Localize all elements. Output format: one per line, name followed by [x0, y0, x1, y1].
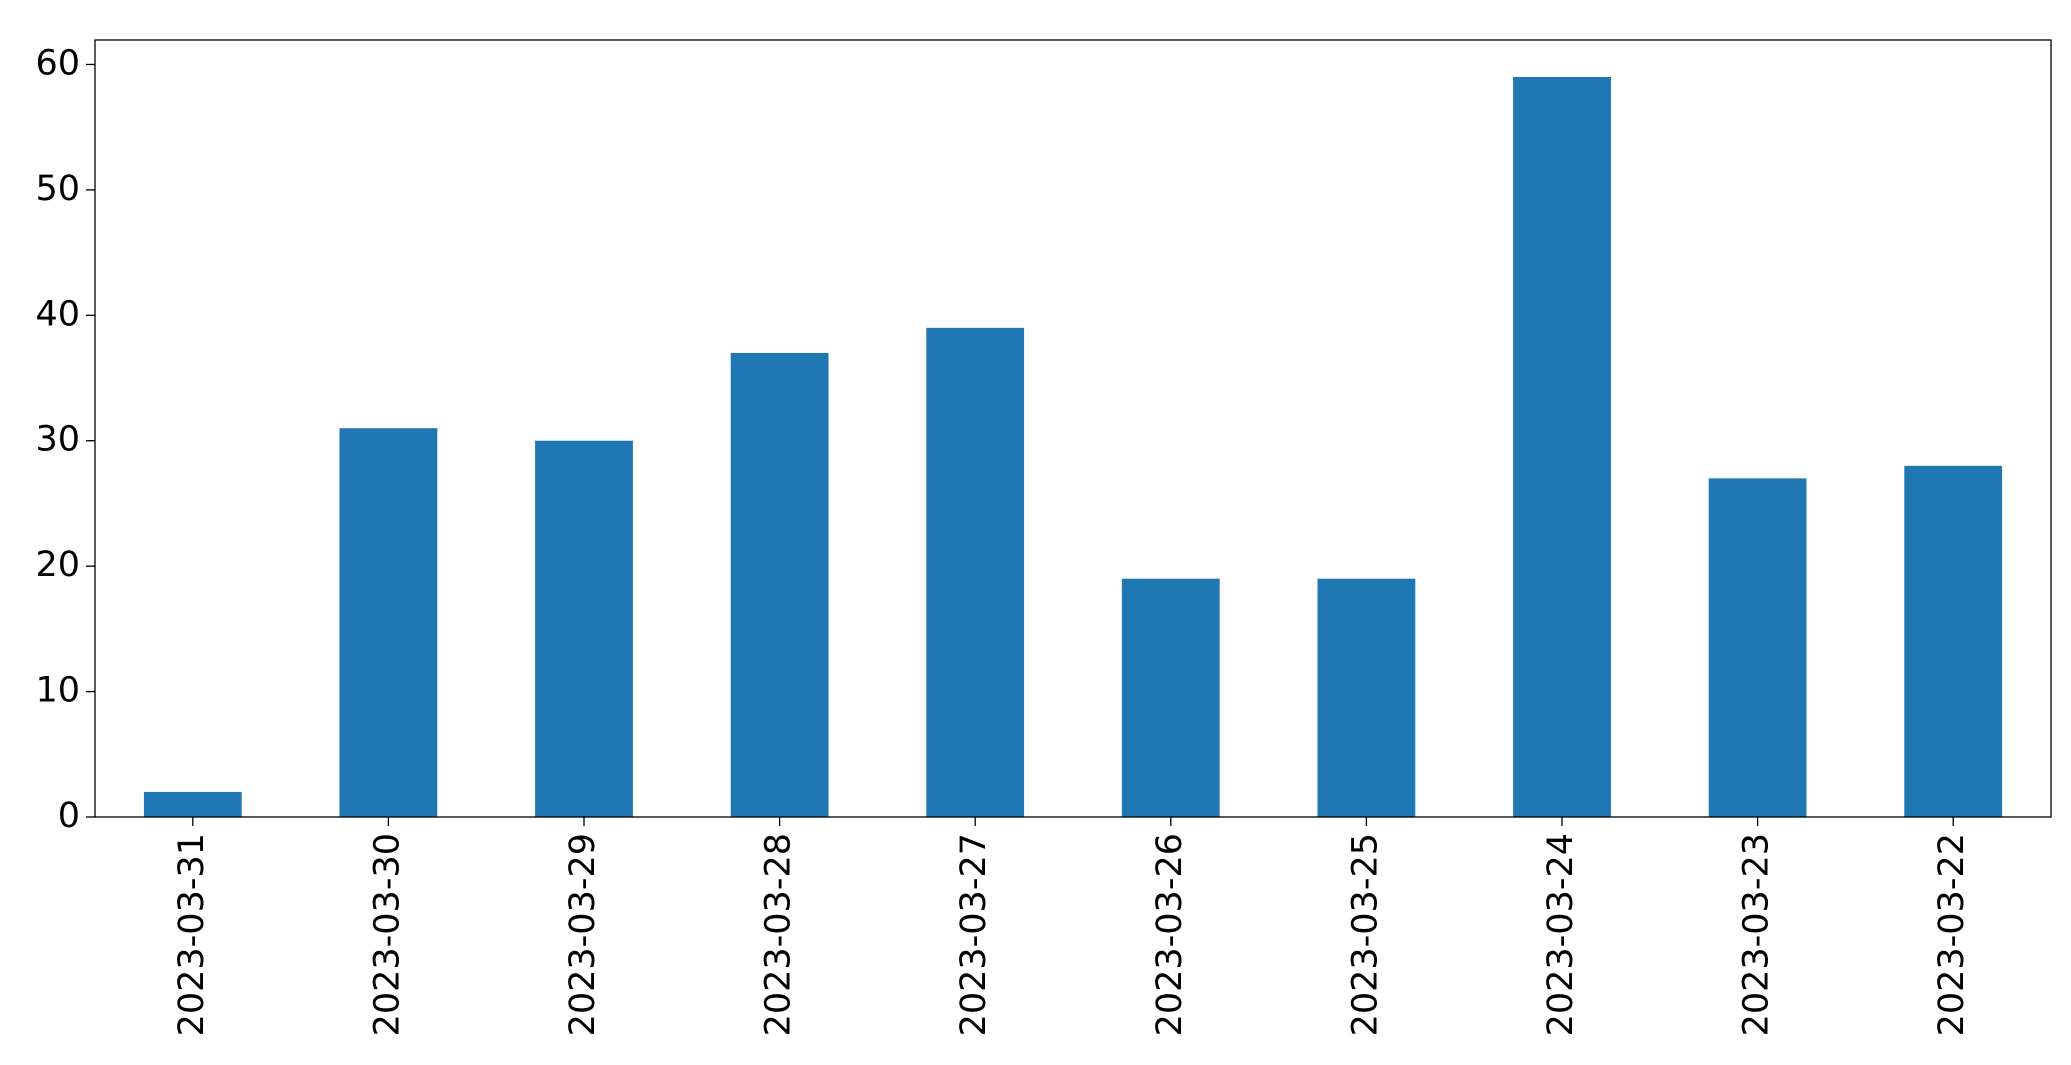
plot-frame — [94, 39, 2052, 818]
bar — [143, 791, 242, 817]
bar — [1513, 77, 1611, 817]
y-tick-label: 50 — [35, 169, 80, 209]
y-tick-label: 30 — [35, 420, 80, 460]
x-tick-label: 2023-03-28 — [759, 833, 799, 1036]
y-tick-label: 20 — [35, 545, 80, 585]
y-tick-label: 10 — [35, 671, 80, 711]
x-tick-label: 2023-03-24 — [1541, 833, 1581, 1036]
bar — [1904, 465, 2003, 817]
y-tick-label: 60 — [35, 43, 80, 83]
y-tick-label: 0 — [58, 796, 80, 836]
x-tick-label: 2023-03-27 — [954, 833, 994, 1036]
x-tick-label: 2023-03-31 — [172, 833, 212, 1036]
bar — [730, 352, 829, 817]
bar — [535, 440, 633, 817]
x-tick-label: 2023-03-25 — [1345, 833, 1385, 1036]
bar — [1708, 478, 1807, 817]
x-tick-label: 2023-03-30 — [367, 833, 407, 1036]
x-tick-label: 2023-03-29 — [563, 833, 603, 1036]
bar — [1121, 578, 1220, 817]
x-tick-label: 2023-03-26 — [1150, 833, 1190, 1036]
bar — [339, 428, 438, 817]
bar — [926, 327, 1025, 817]
x-tick-label: 2023-03-23 — [1737, 833, 1777, 1036]
x-tick-label: 2023-03-22 — [1932, 833, 1972, 1036]
y-tick-label: 40 — [35, 294, 80, 334]
bar — [1317, 578, 1416, 817]
